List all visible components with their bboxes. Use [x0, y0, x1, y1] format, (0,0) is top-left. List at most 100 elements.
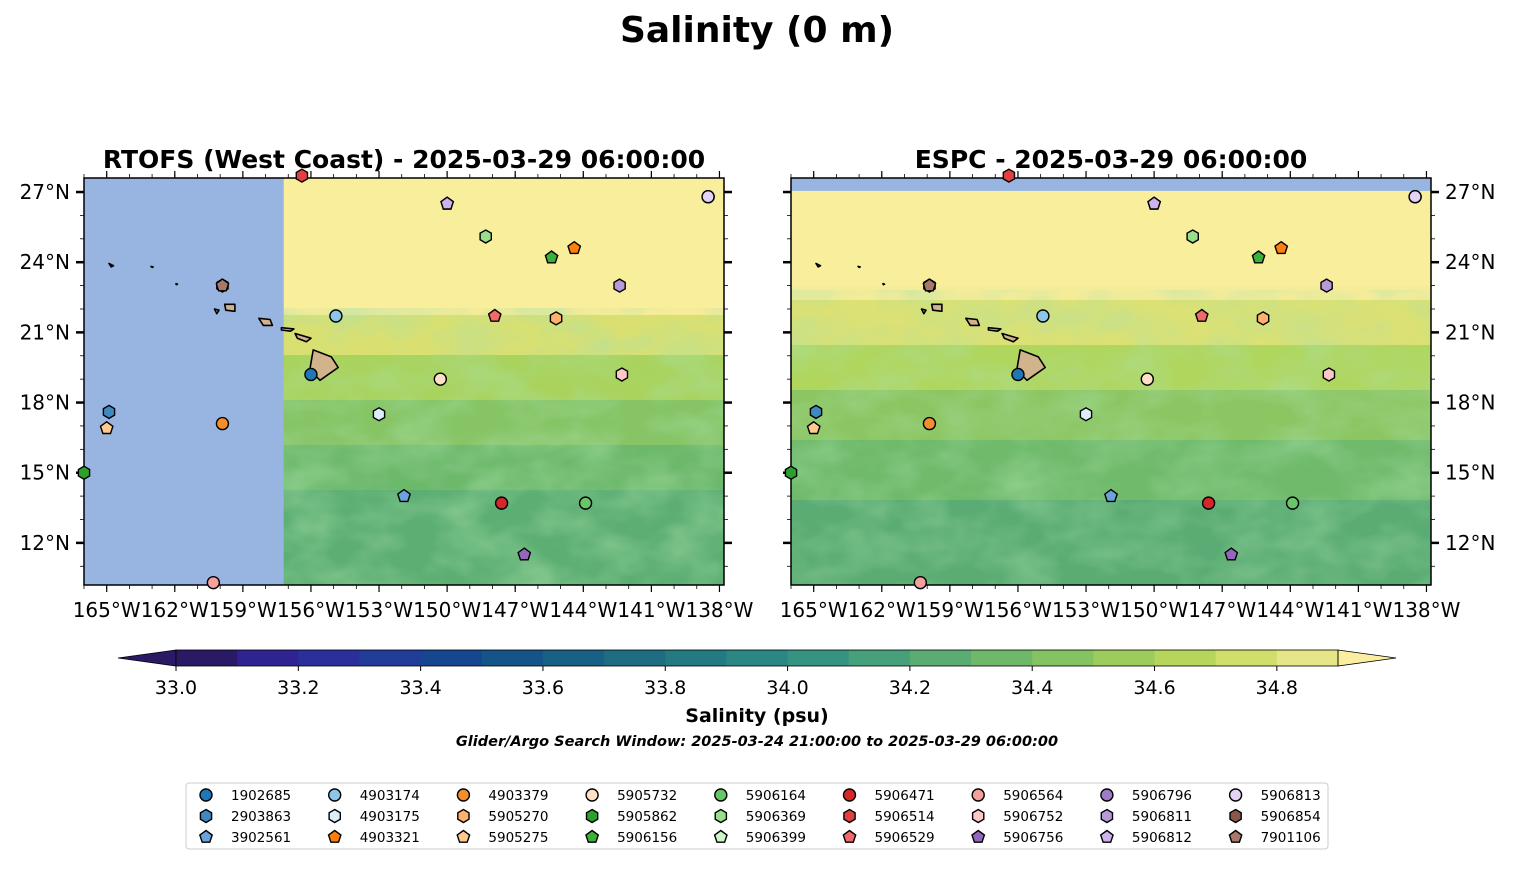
espc-float-5906164 [1285, 496, 1300, 510]
legend-marker-5906471 [842, 788, 857, 802]
rtofs-island-maui [294, 332, 312, 343]
legend-label-5906369: 5906369 [746, 809, 806, 825]
espc-y-tick-label: 24°N [1445, 250, 1495, 274]
legend-label-5905862: 5905862 [617, 809, 677, 825]
legend-marker-5906529 [842, 829, 857, 843]
espc-y-tick-label: 18°N [1445, 391, 1495, 415]
espc-float-5906369 [1186, 229, 1199, 244]
espc-float-5905732 [1140, 372, 1155, 386]
espc-float-4903175 [1079, 406, 1093, 422]
rtofs-float-1902685 [304, 367, 318, 382]
colorbar-bin [481, 650, 544, 666]
rtofs-y-tick-label: 21°N [20, 320, 70, 344]
espc-float-5906564 [913, 575, 928, 590]
rtofs-float-5905270 [549, 311, 563, 326]
espc-float-5906812 [1147, 196, 1162, 210]
legend-marker-7901106 [1228, 829, 1243, 843]
legend-label-5906752: 5906752 [1003, 809, 1063, 825]
rtofs-float-5906369 [479, 229, 492, 244]
legend-marker-5906854 [1229, 808, 1242, 824]
legend-label-5906854: 5906854 [1261, 809, 1321, 825]
espc-island-maui [1001, 332, 1019, 343]
rtofs-island-nihoa [175, 282, 179, 286]
rtofs-map-frame [83, 177, 725, 586]
espc-x-tick-label: 147°W [1188, 598, 1256, 622]
colorbar-tick-label: 34.0 [766, 677, 808, 699]
colorbar-bin [726, 650, 789, 666]
espc-float-1902685 [1011, 367, 1025, 382]
rtofs-float-5906564 [206, 575, 221, 590]
rtofs-y-tick-label: 12°N [20, 531, 70, 555]
espc-float-5905862 [784, 465, 798, 481]
legend-label-5906156: 5906156 [617, 830, 677, 846]
legend-label-5906813: 5906813 [1261, 788, 1321, 804]
espc-axis-ticks: 165°W 162°W 159°W 156°W 153°W 150°W 147°W 144°W… [780, 171, 1495, 622]
espc-float-2903863 [809, 404, 823, 420]
espc-x-tick-label: 138°W [1392, 598, 1460, 622]
rtofs-panel-title: RTOFS (West Coast) - 2025-03-29 06:00:00 [103, 145, 705, 174]
rtofs-float-4903174 [329, 309, 343, 323]
legend-label-5906514: 5906514 [875, 809, 935, 825]
legend-marker-5906164 [714, 788, 728, 802]
colorbar-tick-label: 34.4 [1011, 677, 1053, 699]
legend-marker-5906369 [714, 808, 728, 824]
colorbar-bin [848, 650, 911, 666]
espc-float-5906811 [1320, 278, 1333, 293]
espc-island-nihoa [882, 282, 886, 286]
colorbar-tick-label: 34.2 [889, 677, 931, 699]
legend-label-4903174: 4903174 [360, 788, 420, 804]
colorbar-bin [665, 650, 728, 666]
rtofs-float-5906752 [615, 367, 629, 382]
rtofs-map-panel: RTOFS (West Coast) - 2025-03-29 06:00:00… [20, 145, 754, 622]
rtofs-island-niihau [213, 308, 220, 315]
espc-y-tick-label: 21°N [1445, 320, 1495, 344]
espc-y-tick-label: 27°N [1445, 180, 1495, 204]
colorbar-bin [542, 650, 605, 666]
colorbar-bin [971, 650, 1033, 666]
rtofs-x-tick-label: 156°W [277, 598, 345, 622]
espc-float-5906813 [1408, 190, 1422, 204]
espc-float-4903321 [1274, 240, 1289, 255]
espc-float-5906752 [1322, 367, 1336, 382]
rtofs-island-molokai [280, 326, 295, 332]
rtofs-float-2903863 [102, 404, 116, 420]
rtofs-float-5906529 [487, 308, 502, 322]
espc-float-4903174 [1036, 309, 1050, 323]
colorbar-tick-label: 33.0 [155, 677, 197, 699]
legend-marker-5906399 [713, 829, 728, 843]
rtofs-y-tick-label: 27°N [20, 180, 70, 204]
rtofs-x-tick-label: 165°W [73, 598, 141, 622]
legend-marker-5905732 [585, 788, 599, 802]
colorbar-bin [1154, 650, 1217, 666]
legend-marker-4903175 [328, 808, 341, 824]
figure-title: Salinity (0 m) [620, 10, 894, 51]
rtofs-island-kauai [223, 303, 236, 313]
espc-no-data-strip [791, 178, 1431, 191]
espc-float-4903379 [922, 416, 937, 431]
rtofs-island-necker [150, 265, 154, 269]
espc-x-tick-label: 141°W [1324, 598, 1392, 622]
espc-panel-title: ESPC - 2025-03-29 06:00:00 [915, 145, 1308, 174]
espc-y-tick-label: 15°N [1445, 461, 1495, 485]
colorbar-bin [420, 650, 483, 666]
rtofs-float-markers [77, 168, 715, 590]
espc-float-5906156 [1251, 250, 1266, 264]
colorbar-frame [175, 649, 1339, 667]
espc-map-frame [790, 177, 1432, 586]
colorbar-tick-label: 33.8 [644, 677, 686, 699]
colorbar-bin [237, 650, 299, 666]
colorbar-tick-label: 34.8 [1256, 677, 1298, 699]
rtofs-float-7901106 [215, 278, 230, 292]
espc-x-tick-label: 150°W [1120, 598, 1188, 622]
legend-marker-5905270 [457, 808, 470, 824]
legend-label-5905270: 5905270 [488, 809, 548, 825]
rtofs-y-tick-label: 18°N [20, 391, 70, 415]
legend-marker-5905275 [456, 829, 471, 843]
colorbar-bin [176, 650, 238, 666]
legend-frame [185, 782, 1329, 850]
legend-marker-4903321 [327, 829, 342, 843]
legend-marker-5906156 [585, 829, 600, 843]
rtofs-y-tick-label: 24°N [20, 250, 70, 274]
rtofs-island-laysan [108, 262, 115, 268]
rtofs-float-5906811 [613, 278, 626, 293]
